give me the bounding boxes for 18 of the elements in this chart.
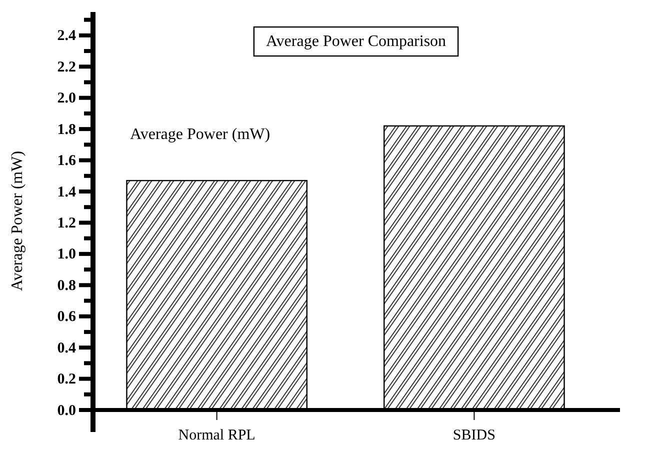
y-tick-label: 2.4: [57, 28, 76, 44]
y-tick-label: 1.4: [57, 184, 76, 200]
y-axis-title: Average Power (mW): [9, 150, 26, 292]
annotation: Average Power (mW): [130, 126, 270, 143]
y-tick-label: 0.0: [57, 402, 76, 419]
y-tick-label: 1.6: [57, 153, 76, 170]
y-tick-label: 2.0: [57, 90, 76, 107]
y-tick-label: 0.6: [57, 309, 76, 326]
y-tick-label: 1.2: [57, 216, 76, 232]
y-tick-label: 0.4: [57, 340, 76, 356]
y-tick-label: 0.2: [57, 372, 76, 388]
y-tick-label: 1.8: [57, 122, 76, 138]
y-tick-label: 2.2: [57, 59, 76, 76]
y-tick-label: 1.0: [57, 246, 76, 263]
text: Average Power Comparison: [266, 33, 446, 50]
y-tick-label: 0.8: [57, 278, 76, 294]
x-tick-label: Normal RPL: [178, 428, 256, 444]
x-tick-label: SBIDS: [452, 428, 496, 444]
